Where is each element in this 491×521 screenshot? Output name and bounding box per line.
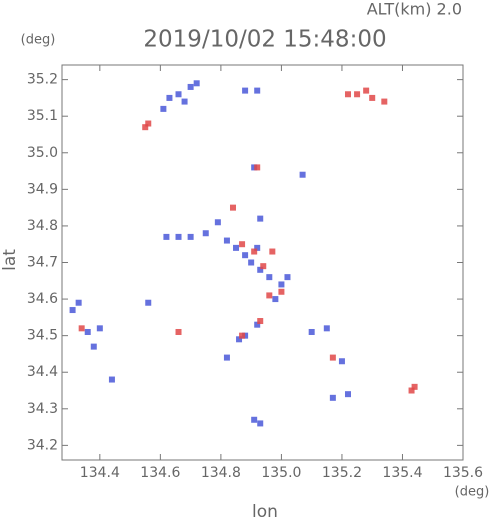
echo-point — [214, 219, 221, 226]
y-tick-label: 34.6 — [27, 291, 58, 307]
x-axis-label: lon — [252, 502, 278, 521]
echo-point — [108, 376, 115, 383]
echo-point — [354, 91, 361, 98]
echo-point — [266, 292, 273, 299]
echo-point — [202, 230, 209, 237]
echo-point — [233, 244, 240, 251]
echo-point — [251, 164, 258, 171]
echo-point — [181, 98, 188, 105]
echo-point — [248, 259, 255, 266]
echo-point — [175, 233, 182, 240]
echo-point — [78, 325, 85, 332]
echo-point — [308, 328, 315, 335]
echo-point — [411, 383, 418, 390]
echo-point — [90, 343, 97, 350]
echo-point — [175, 328, 182, 335]
echo-point — [175, 91, 182, 98]
echo-point — [223, 237, 230, 244]
echo-point — [187, 233, 194, 240]
echo-point — [75, 299, 82, 306]
echo-point — [69, 307, 76, 314]
x-tick-label: 135.4 — [382, 465, 422, 481]
echo-point — [257, 215, 264, 222]
echo-point — [344, 391, 351, 398]
altitude-label: ALT(km) 2.0 — [367, 0, 462, 19]
plot-frame — [61, 64, 464, 461]
echo-point — [254, 164, 261, 171]
echo-point — [160, 105, 167, 112]
echo-point — [381, 98, 388, 105]
chart-title: 2019/10/02 15:48:00 — [143, 27, 386, 53]
echo-point — [369, 94, 376, 101]
echo-point — [260, 263, 267, 270]
y-tick-label: 34.4 — [27, 364, 58, 380]
echo-point — [254, 244, 261, 251]
y-tick-label: 35.0 — [27, 145, 58, 161]
echo-point — [278, 288, 285, 295]
echo-point — [193, 80, 200, 87]
echo-point — [145, 299, 152, 306]
x-unit: (deg) — [455, 485, 490, 500]
echo-point — [257, 318, 264, 325]
y-tick-label: 34.3 — [27, 401, 58, 417]
echo-point — [278, 281, 285, 288]
echo-point — [363, 87, 370, 94]
x-tick-label: 134.6 — [140, 465, 180, 481]
echo-point — [84, 328, 91, 335]
y-tick-label: 34.8 — [27, 218, 58, 234]
y-tick-label: 34.9 — [27, 181, 58, 197]
echo-point — [408, 387, 415, 394]
x-tick-label: 134.4 — [80, 465, 120, 481]
echo-point — [187, 83, 194, 90]
y-unit: (deg) — [21, 33, 56, 48]
echo-point — [96, 325, 103, 332]
x-tick-label: 135.0 — [261, 465, 301, 481]
y-tick-label: 34.5 — [27, 328, 58, 344]
echo-point — [142, 124, 149, 131]
echo-point — [242, 332, 249, 339]
y-tick-label: 34.2 — [27, 437, 58, 453]
echo-point — [257, 266, 264, 273]
echo-point — [266, 274, 273, 281]
echo-point — [254, 321, 261, 328]
x-tick-label: 135.2 — [322, 465, 362, 481]
echo-point — [229, 204, 236, 211]
y-tick-label: 35.2 — [27, 72, 58, 88]
echo-point — [338, 358, 345, 365]
echo-point — [251, 416, 258, 423]
y-tick-label: 35.1 — [27, 108, 58, 124]
echo-point — [344, 91, 351, 98]
x-tick-label: 134.8 — [201, 465, 241, 481]
y-axis-label: lat — [0, 249, 20, 271]
echo-point — [239, 332, 246, 339]
echo-point — [223, 354, 230, 361]
echo-point — [299, 171, 306, 178]
echo-point — [269, 248, 276, 255]
echo-point — [329, 394, 336, 401]
echo-point — [163, 233, 170, 240]
echo-point — [257, 420, 264, 427]
echo-point — [284, 274, 291, 281]
echo-point — [272, 296, 279, 303]
echo-point — [166, 94, 173, 101]
echo-point — [323, 325, 330, 332]
echo-point — [236, 336, 243, 343]
echo-point — [145, 120, 152, 127]
echo-point — [239, 241, 246, 248]
echo-point — [329, 354, 336, 361]
echo-point — [242, 252, 249, 259]
echo-point — [242, 87, 249, 94]
echo-point — [254, 87, 261, 94]
x-tick-label: 135.6 — [443, 465, 483, 481]
echo-point — [251, 248, 258, 255]
y-tick-label: 34.7 — [27, 255, 58, 271]
